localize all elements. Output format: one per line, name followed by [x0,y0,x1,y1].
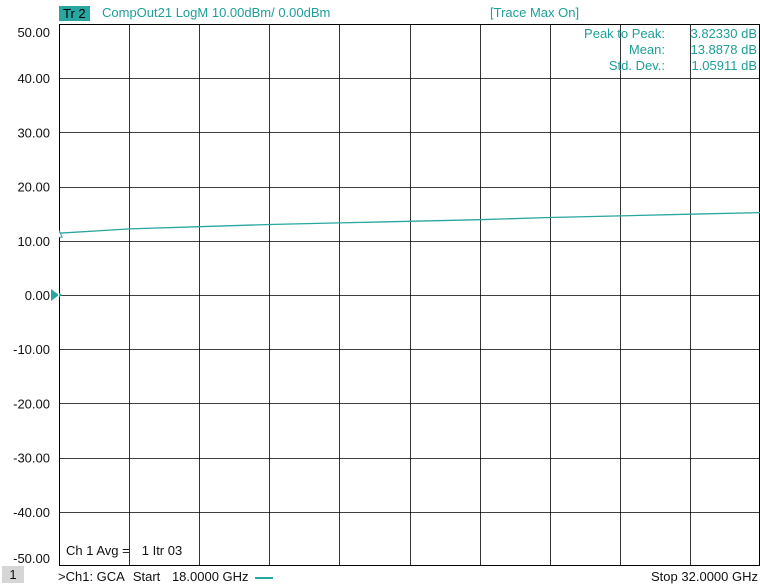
avg-label: Ch 1 Avg = [66,543,130,558]
std-dev-value: 1.05911 dB [691,58,757,73]
stop-label: Stop [651,569,678,584]
y-tick-label: -10.00 [13,342,50,357]
trace-legend-swatch [254,576,273,579]
peak-to-peak-value: 3.82330 dB [690,26,757,41]
trace-max-status: [Trace Max On] [490,5,580,20]
y-tick-label: 50.00 [17,25,50,40]
trace-start-marker [59,229,63,238]
channel-label: >Ch1: GCA [58,569,125,584]
mean-value: 13.8878 dB [690,42,757,57]
channel-number-button[interactable]: 1 [2,566,24,583]
start-label: Start [132,569,161,584]
y-tick-label: -40.00 [13,505,50,520]
trace-plot[interactable] [59,24,760,566]
averaging-status: Ch 1 Avg = 1 Itr 03 [66,543,182,558]
plot-frame [59,24,760,566]
y-tick-label: -20.00 [13,396,50,411]
trace-badge[interactable]: Tr 2 [59,6,90,21]
y-tick-label: 40.00 [17,71,50,86]
y-axis: 50.00 40.00 30.00 20.00 10.00 0.00 -10.00 -20.0… [13,25,58,566]
trace-layer [59,211,760,238]
trace-header: Tr 2 CompOut21 LogM 10.00dBm/ 0.00dBm [T… [0,0,760,24]
y-tick-label: 10.00 [17,234,50,249]
channel-info[interactable]: >Ch1: GCA Start 18.0000 GHz [58,569,273,584]
start-value: 18.0000 GHz [171,569,249,584]
reference-level-marker [59,292,62,298]
reference-level-arrow-icon [51,289,58,301]
stop-frequency: Stop 32.0000 GHz [651,569,758,584]
reference-layer [59,292,62,298]
y-tick-label: -30.00 [13,451,50,466]
trace-series-line [59,211,760,234]
channel-footer: 1 >Ch1: GCA Start 18.0000 GHz Stop 32.000… [0,566,760,587]
trace-description[interactable]: CompOut21 LogM 10.00dBm/ 0.00dBm [102,5,331,20]
peak-to-peak-label: Peak to Peak: [584,26,665,41]
y-tick-label: -50.00 [13,551,50,566]
avg-value: 1 Itr 03 [141,543,183,558]
std-dev-label: Std. Dev.: [608,58,665,73]
y-tick-label: 20.00 [17,180,50,195]
grid-lines [59,24,760,566]
stop-value: 32.0000 GHz [681,569,758,584]
mean-label: Mean: [628,42,665,57]
y-tick-label: 30.00 [17,125,50,140]
y-tick-label: 0.00 [25,288,50,303]
